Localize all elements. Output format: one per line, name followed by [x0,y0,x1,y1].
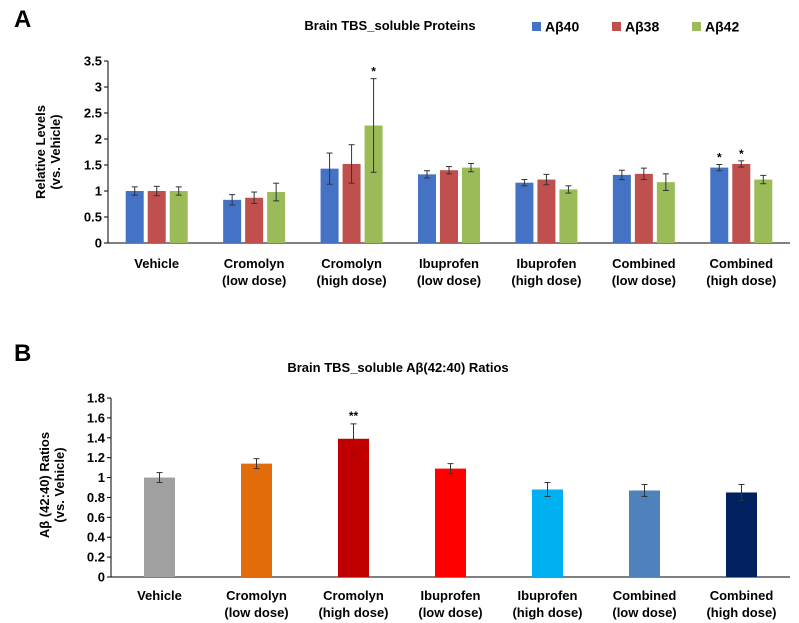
y-tick-label: 0.6 [87,510,105,525]
legend-swatch [692,22,701,31]
bar [245,197,264,243]
y-tick-label: 1 [98,470,105,485]
significance-marker: * [739,147,744,161]
y-tick-label: 1.2 [87,450,105,465]
bar [532,489,563,577]
bar [241,463,272,577]
bar [147,191,166,243]
x-category-label: (high dose) [317,273,387,288]
bar [418,174,436,243]
x-category-label: Ibuprofen [518,588,578,603]
bar [629,490,660,577]
bar [338,438,369,577]
x-category-label: Combined [613,588,677,603]
legend-swatch [532,22,541,31]
y-tick-label: 0 [95,236,102,251]
x-category-label: Combined [710,256,774,271]
x-category-label: Cromolyn [321,256,382,271]
x-category-label: Cromolyn [323,588,384,603]
x-category-label: Combined [612,256,676,271]
x-category-label: (high dose) [706,273,776,288]
bar [612,174,631,243]
chart-title: Brain TBS_soluble Proteins [304,18,475,33]
y-tick-label: 1.4 [87,430,106,445]
chart-b: Brain TBS_soluble Aβ(42:40) Ratios Aβ (42… [37,360,790,620]
x-category-label: (high dose) [318,605,388,620]
x-category-label: Cromolyn [224,256,285,271]
legend-swatch [612,22,621,31]
legend-label: Aβ38 [625,19,659,35]
y-tick-label: 0.2 [87,550,105,565]
bar [537,179,556,243]
x-category-label: (low dose) [224,605,288,620]
x-category-label: Ibuprofen [421,588,481,603]
y-tick-label: 0 [98,570,105,585]
bar [559,189,578,243]
y-axis-label: (vs. Vehicle) [48,114,63,189]
bar [462,167,480,243]
y-tick-label: 3 [95,80,102,95]
bar [732,163,751,243]
bar [169,191,188,243]
bar [320,168,339,243]
bar [440,170,458,243]
bar [710,167,729,243]
y-tick-label: 1.6 [87,410,105,425]
y-tick-label: 2.5 [84,106,102,121]
y-tick-label: 1.8 [87,391,105,406]
y-axis-label: Relative Levels [33,105,48,199]
x-category-label: (low dose) [222,273,286,288]
bar [125,191,144,243]
y-tick-label: 2 [95,132,102,147]
bar [223,199,242,243]
x-category-label: Combined [710,588,774,603]
y-tick-label: 0.5 [84,210,102,225]
chart-a: Brain TBS_soluble Proteins Relative Level… [33,18,790,288]
legend-label: Aβ40 [545,19,579,35]
x-category-label: (low dose) [612,605,676,620]
bar [634,173,653,243]
x-category-label: (low dose) [612,273,676,288]
x-category-label: Vehicle [137,588,182,603]
y-axis-label: (vs. Vehicle) [52,447,67,522]
y-tick-label: 0.4 [87,530,106,545]
x-category-label: Cromolyn [226,588,287,603]
y-tick-label: 1.5 [84,158,102,173]
y-tick-label: 1 [95,184,102,199]
x-category-label: (low dose) [418,605,482,620]
panel-letter-b: B [14,340,32,367]
x-category-label: Ibuprofen [419,256,479,271]
bar [364,125,383,243]
significance-marker: * [371,65,376,79]
x-category-label: (high dose) [511,273,581,288]
y-tick-label: 0.8 [87,490,105,505]
panel-letter-a: A [14,6,32,33]
y-axis-label: Aβ (42:40) Ratios [37,432,52,538]
bar [515,182,534,243]
bar [726,492,757,577]
x-category-label: (high dose) [512,605,582,620]
chart-title: Brain TBS_soluble Aβ(42:40) Ratios [287,360,508,375]
bar [144,477,175,577]
y-tick-label: 3.5 [84,54,102,69]
bar [342,163,361,243]
bar [267,192,286,243]
significance-marker: * [717,150,722,164]
bar [754,179,773,243]
x-category-label: (low dose) [417,273,481,288]
x-category-label: Ibuprofen [516,256,576,271]
bar [435,468,466,577]
significance-marker: ** [349,409,359,423]
x-category-label: Vehicle [134,256,179,271]
x-category-label: (high dose) [706,605,776,620]
bar [656,182,675,243]
legend-label: Aβ42 [705,19,739,35]
